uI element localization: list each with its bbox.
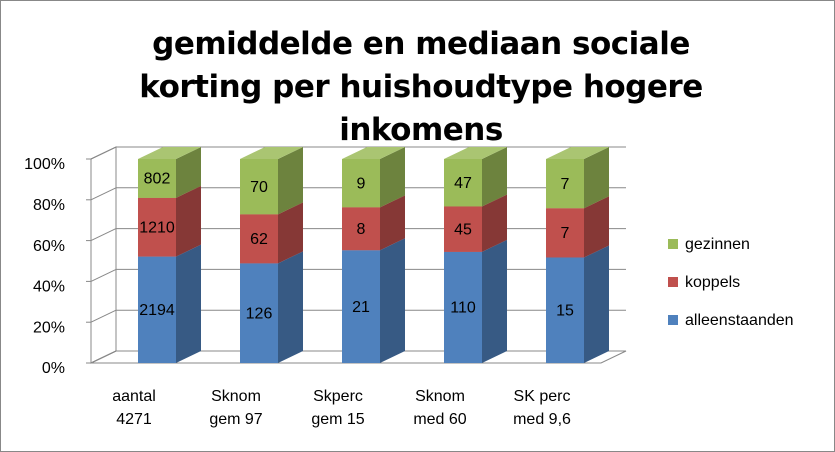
bar	[444, 159, 482, 207]
bar	[240, 214, 278, 264]
grid-line	[90, 228, 117, 242]
y-tick-label: 60%	[33, 238, 65, 255]
data-label: 15	[556, 302, 574, 319]
bar	[546, 159, 584, 209]
bar-top	[546, 147, 609, 159]
y-tick-label: 100%	[24, 156, 65, 173]
bar	[240, 263, 278, 363]
legend-swatch	[668, 277, 678, 287]
x-tick-label: aantal 4271	[112, 388, 156, 428]
data-label: 110	[450, 300, 476, 317]
grid-line	[90, 309, 117, 323]
bar-side	[380, 195, 405, 251]
data-label: 7	[561, 225, 570, 242]
x-tick-label: SK perc med 9,6	[513, 388, 571, 428]
data-label: 45	[454, 221, 472, 238]
bar-side	[482, 147, 507, 207]
grid-line	[90, 350, 117, 364]
bar-side	[584, 196, 609, 258]
bar	[342, 159, 380, 208]
data-label: 126	[246, 305, 273, 322]
data-label: 9	[357, 175, 366, 192]
bar	[546, 257, 584, 363]
bar	[546, 208, 584, 258]
grid-line	[90, 268, 117, 282]
bar-side	[176, 147, 201, 198]
bar-top	[240, 147, 303, 159]
data-label: 8	[357, 221, 366, 238]
legend-swatch	[668, 315, 678, 325]
data-label: 70	[250, 179, 268, 196]
legend-swatch	[668, 239, 678, 249]
grid-line	[90, 146, 117, 160]
bar-side	[380, 147, 405, 208]
chart-title: gemiddelde en mediaan sociale korting pe…	[139, 26, 703, 148]
bar-side	[482, 239, 507, 363]
bar-top	[342, 147, 405, 159]
y-tick-label: 20%	[33, 319, 65, 336]
data-label: 802	[144, 171, 171, 188]
bar-side	[278, 251, 303, 363]
data-label: 62	[250, 231, 268, 248]
y-tick-label: 40%	[33, 279, 65, 296]
bar	[444, 206, 482, 252]
y-tick-label: 80%	[33, 197, 65, 214]
bar	[342, 207, 380, 251]
data-label: 2194	[139, 302, 175, 319]
bar-side	[278, 147, 303, 215]
bar	[444, 251, 482, 363]
data-label: 21	[352, 299, 370, 316]
bar-top	[444, 147, 507, 159]
bar-side	[584, 147, 609, 209]
data-label: 1210	[139, 219, 175, 236]
bar	[138, 197, 176, 257]
data-label: 7	[561, 176, 570, 193]
x-tick-label: Sknom med 60	[413, 388, 467, 428]
bar	[138, 256, 176, 363]
legend-label: alleenstaanden	[685, 312, 794, 329]
legend-label: gezinnen	[685, 236, 750, 253]
bar-side	[176, 185, 201, 257]
bar-side	[278, 202, 303, 264]
bar	[240, 159, 278, 215]
bar	[342, 250, 380, 363]
x-tick-label: Skperc gem 15	[311, 388, 365, 428]
back-wall	[90, 146, 117, 364]
bar-side	[584, 245, 609, 363]
grid-line	[90, 187, 117, 201]
y-tick-label: 0%	[42, 360, 65, 377]
bar-side	[176, 244, 201, 363]
bar	[138, 159, 176, 198]
bar-side	[482, 194, 507, 252]
bar-side	[380, 238, 405, 363]
legend-label: koppels	[685, 274, 740, 291]
x-tick-label: Sknom gem 97	[209, 388, 263, 428]
data-label: 47	[454, 175, 472, 192]
bar-top	[138, 147, 201, 159]
